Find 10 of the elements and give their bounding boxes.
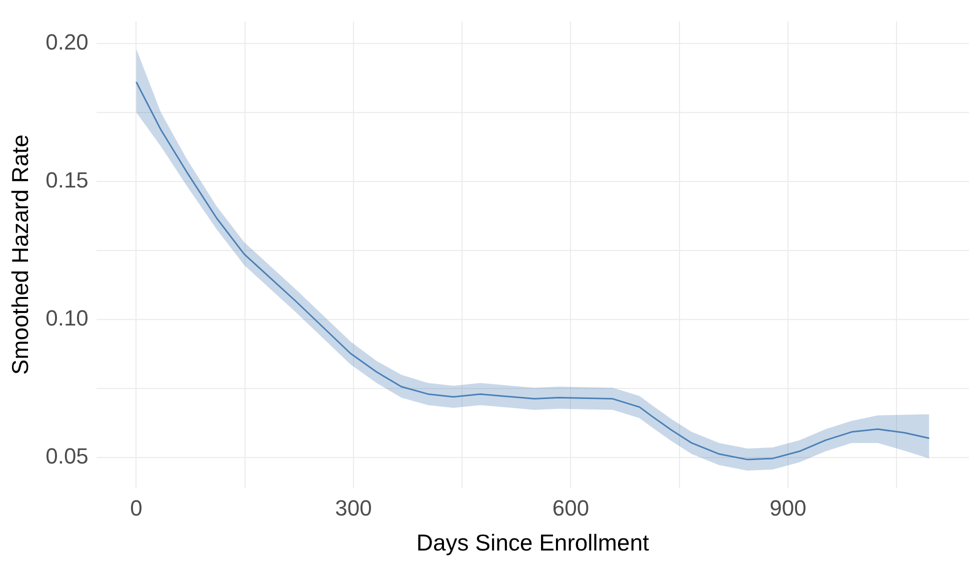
- y-tick-label: 0.15: [46, 167, 88, 192]
- x-axis-title: Days Since Enrollment: [416, 530, 650, 556]
- x-tick-label: 900: [770, 495, 806, 520]
- x-tick-label: 0: [130, 495, 142, 520]
- y-tick-label: 0.10: [46, 306, 88, 331]
- y-tick-label: 0.20: [46, 29, 88, 54]
- y-tick-label: 0.05: [46, 444, 88, 469]
- x-tick-label: 300: [335, 495, 372, 520]
- x-tick-label: 600: [552, 495, 590, 520]
- y-axis-title: Smoothed Hazard Rate: [7, 134, 34, 375]
